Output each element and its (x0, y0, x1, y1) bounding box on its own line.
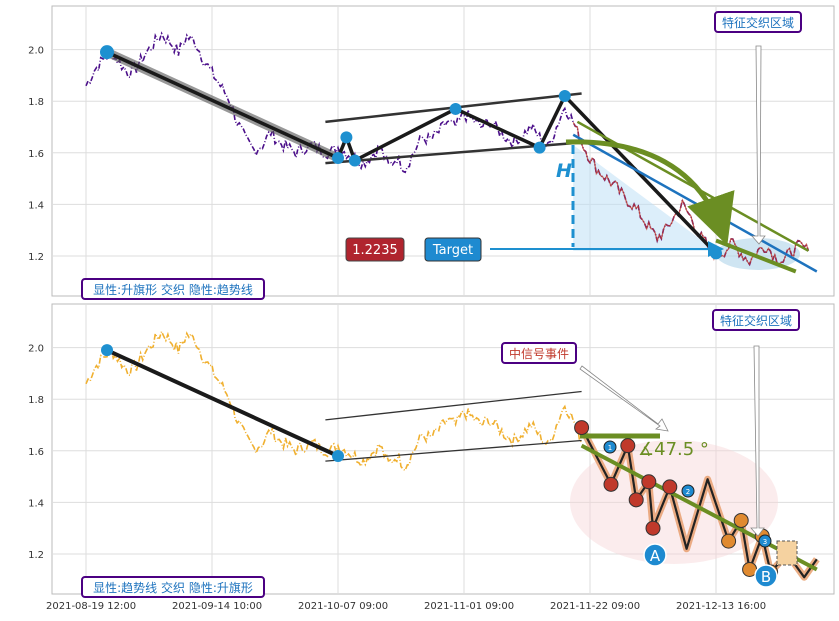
top-green-trend-line-2 (715, 238, 797, 274)
y-tick-label: 1.6 (28, 149, 44, 160)
event-marker (603, 476, 619, 492)
y-tick-label: 1.8 (28, 97, 44, 108)
bottom-wave-line (580, 427, 818, 579)
bottom-pivot-point (101, 344, 113, 357)
bottom-pattern-label: 显性:趋势线 交织 隐性:升旗形 (93, 580, 253, 595)
bottom-price-series (85, 329, 583, 472)
target-text-label: Target (432, 243, 473, 258)
x-tick-label: 2021-09-14 10:00 (172, 601, 262, 612)
wave-2-marker (681, 484, 695, 498)
signal-event-box (501, 342, 577, 364)
top-pivot-point (533, 141, 546, 154)
top-green-arc-arrow (565, 139, 735, 246)
bottom-feature-region-box (712, 309, 800, 331)
point-b-label: B (761, 568, 771, 586)
bottom-pivot-points (101, 344, 344, 462)
top-pivot-point (348, 154, 361, 167)
x-tick-label: 2021-08-19 12:00 (46, 601, 136, 612)
top-target-triangle (573, 145, 716, 251)
top-feature-region-arrow (751, 45, 766, 245)
bottom-region-box (776, 540, 798, 566)
event-marker (628, 492, 644, 508)
target-value-label: 1.2235 (352, 243, 398, 258)
bottom-zigzag-line (106, 348, 339, 458)
x-tick-label: 2021-12-13 16:00 (676, 601, 766, 612)
point-a-label: A (650, 547, 661, 565)
wave-1-label: 1 (608, 444, 612, 452)
top-y-axis: 1.2 1.4 1.6 1.8 2.0 (28, 46, 44, 263)
bottom-flag-upper-line (325, 390, 582, 421)
top-pattern-label-box (81, 278, 265, 300)
x-tick-label: 2021-10-07 09:00 (298, 601, 388, 612)
event-marker (733, 512, 749, 528)
top-height-label: H (556, 160, 572, 182)
bottom-pattern-label-box (81, 576, 265, 598)
top-feature-ellipse (716, 238, 800, 270)
signal-event-arrow (579, 365, 669, 432)
wave-3-marker (758, 534, 772, 548)
bottom-panel-frame (51, 303, 835, 595)
y-tick-label: 1.8 (28, 395, 44, 406)
y-tick-label: 1.4 (28, 498, 44, 509)
top-pivot-point (449, 102, 462, 115)
x-tick-label: 2021-11-01 09:00 (424, 601, 514, 612)
y-tick-label: 1.6 (28, 447, 44, 458)
bottom-feature-region-arrow (750, 345, 765, 537)
y-tick-label: 1.2 (28, 550, 44, 561)
event-marker (662, 479, 678, 495)
wave-2-label: 2 (686, 488, 690, 496)
top-feature-region-label: 特征交织区域 (722, 15, 794, 30)
target-text-box (424, 237, 482, 262)
bottom-y-axis: 1.2 1.4 1.6 1.8 2.0 (28, 344, 44, 561)
event-marker (721, 533, 737, 549)
bottom-angle-label: ∡47.5 ° (638, 439, 709, 460)
y-tick-label: 2.0 (28, 344, 44, 355)
top-pivot-point (558, 90, 571, 103)
top-pattern-label: 显性:升旗形 交织 隐性:趋势线 (93, 282, 253, 297)
y-tick-label: 2.0 (28, 46, 44, 57)
y-tick-label: 1.4 (28, 200, 44, 211)
wave-1-marker (603, 440, 617, 454)
wave-3-label: 3 (763, 538, 767, 546)
event-marker (645, 520, 661, 536)
top-panel: H 1.2235 Target 特征交织区域 显性:升旗形 交织 隐性:趋势线 (81, 11, 818, 300)
event-marker (574, 420, 590, 436)
point-a-marker (643, 543, 667, 567)
x-axis: 2021-08-19 12:00 2021-09-14 10:00 2021-10-… (46, 601, 766, 612)
y-tick-label: 1.2 (28, 252, 44, 263)
top-pivot-point (100, 45, 114, 60)
event-marker (620, 438, 636, 454)
point-b-marker (754, 564, 778, 588)
event-marker (641, 474, 657, 490)
target-value-box (345, 237, 405, 262)
signal-event-label: 中信号事件 (509, 346, 569, 361)
top-pivot-point (332, 151, 344, 164)
bottom-feature-region-label: 特征交织区域 (720, 313, 792, 328)
top-pivot-point (340, 131, 353, 144)
bottom-flag-lower-line (325, 439, 582, 462)
x-tick-label: 2021-11-22 09:00 (550, 601, 640, 612)
bottom-panel: ∡47.5 ° A B 1 2 3 中信号事件 特征交织区域 显性:趋势线 交织… (81, 309, 820, 598)
bottom-pivot-point (332, 449, 344, 462)
top-feature-region-box (714, 11, 802, 33)
